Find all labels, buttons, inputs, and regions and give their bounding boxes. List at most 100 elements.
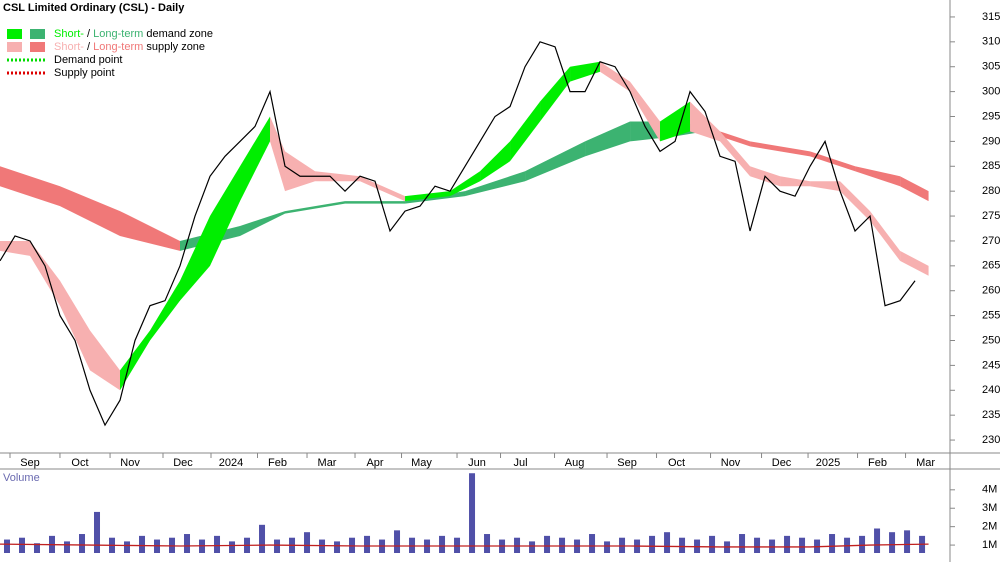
volume-bar [604, 541, 611, 553]
legend-label: Short- / Long-term supply zone [54, 41, 205, 53]
y-tick-label: 270 [982, 235, 1000, 247]
zone-segment [360, 176, 406, 202]
zone-segment [240, 211, 286, 236]
zone-segment [780, 176, 811, 187]
zone-segment [480, 141, 511, 182]
volume-bar [214, 535, 221, 553]
zone-segment [285, 201, 346, 214]
y-tick-label: 310 [982, 36, 1000, 48]
volume-bar [184, 534, 191, 553]
x-tick-label: Mar [916, 457, 935, 469]
zone-segment [900, 176, 929, 202]
volume-bar [19, 537, 26, 553]
volume-bar [709, 535, 716, 553]
x-tick-label: Dec [173, 457, 193, 469]
volume-bar [394, 530, 401, 553]
y-tick-label: 315 [982, 11, 1000, 23]
zone-segment [870, 211, 901, 261]
zone-segment [630, 81, 661, 142]
zone-segment [750, 141, 811, 157]
x-tick-label: Nov [721, 457, 741, 469]
volume-bar [484, 534, 491, 553]
y-tick-label: 300 [982, 86, 1000, 98]
y-tick-label: 305 [982, 61, 1000, 73]
x-tick-label: Apr [366, 457, 383, 469]
zone-segment [0, 166, 61, 207]
y-tick-label: 255 [982, 310, 1000, 322]
x-tick-label: Sep [617, 457, 637, 469]
legend-swatch [7, 42, 22, 52]
legend-swatch [30, 42, 45, 52]
volume-bar [664, 532, 671, 553]
y-tick-label: 1M [982, 539, 997, 551]
x-tick-label: Dec [772, 457, 792, 469]
volume-bar [874, 528, 881, 553]
x-tick-label: Nov [120, 457, 140, 469]
volume-bar [4, 539, 10, 553]
zone-segment [810, 151, 856, 172]
volume-bar [94, 511, 101, 553]
legend-text: Long-term [93, 41, 143, 53]
zone-segment [240, 116, 271, 202]
volume-bar [829, 534, 836, 553]
legend-text: Short- [54, 41, 84, 53]
y-tick-label: 4M [982, 484, 997, 496]
volume-bar [544, 535, 551, 553]
zone-segment [855, 166, 901, 187]
volume-bar [754, 537, 761, 553]
zone-segment [60, 280, 91, 371]
volume-bar [139, 535, 146, 553]
zone-segment [570, 61, 601, 82]
volume-bar [799, 537, 806, 553]
y-tick-label: 2M [982, 521, 997, 533]
zone-segment [120, 330, 151, 391]
volume-bar [739, 534, 746, 553]
zone-segment [270, 116, 286, 192]
legend-text: / [84, 28, 93, 40]
volume-bar [859, 535, 866, 553]
x-tick-label: 2025 [816, 457, 840, 469]
zone-segment [510, 101, 541, 162]
legend-label: Demand point [54, 54, 123, 66]
x-tick-label: Jun [468, 457, 486, 469]
volume-bar [784, 535, 791, 553]
x-tick-label: Feb [268, 457, 287, 469]
volume-bar [34, 543, 41, 553]
zone-segment [60, 186, 121, 236]
volume-bar [889, 532, 896, 553]
volume-bar [334, 541, 341, 553]
zone-segment [525, 141, 586, 182]
price-line [0, 41, 916, 427]
zone-segment [285, 151, 316, 192]
volume-bar [124, 541, 131, 553]
zone-segment [690, 101, 721, 142]
legend-text: Long-term [93, 28, 143, 40]
y-tick-label: 265 [982, 260, 1000, 272]
zone-segment [600, 61, 631, 92]
y-tick-label: 290 [982, 135, 1000, 147]
x-tick-label: 2024 [219, 457, 243, 469]
legend-text: supply zone [143, 41, 205, 53]
x-tick-label: Oct [71, 457, 88, 469]
x-tick-label: Jul [513, 457, 527, 469]
y-tick-label: 245 [982, 359, 1000, 371]
volume-title: Volume [3, 472, 40, 484]
volume-bar [364, 535, 371, 553]
zone-segment [90, 330, 121, 391]
zone-segment [315, 171, 361, 182]
x-tick-label: Mar [318, 457, 337, 469]
volume-average [0, 543, 929, 548]
x-tick-label: Sep [20, 457, 40, 469]
volume-bar [904, 530, 911, 553]
volume-bar [274, 539, 281, 553]
volume-bar [304, 532, 311, 553]
legend-label: Supply point [54, 67, 115, 79]
x-tick-label: May [411, 457, 432, 469]
zone-segment [345, 201, 406, 204]
zone-segment [0, 240, 31, 256]
zone-segment [150, 280, 181, 341]
y-tick-label: 260 [982, 285, 1000, 297]
